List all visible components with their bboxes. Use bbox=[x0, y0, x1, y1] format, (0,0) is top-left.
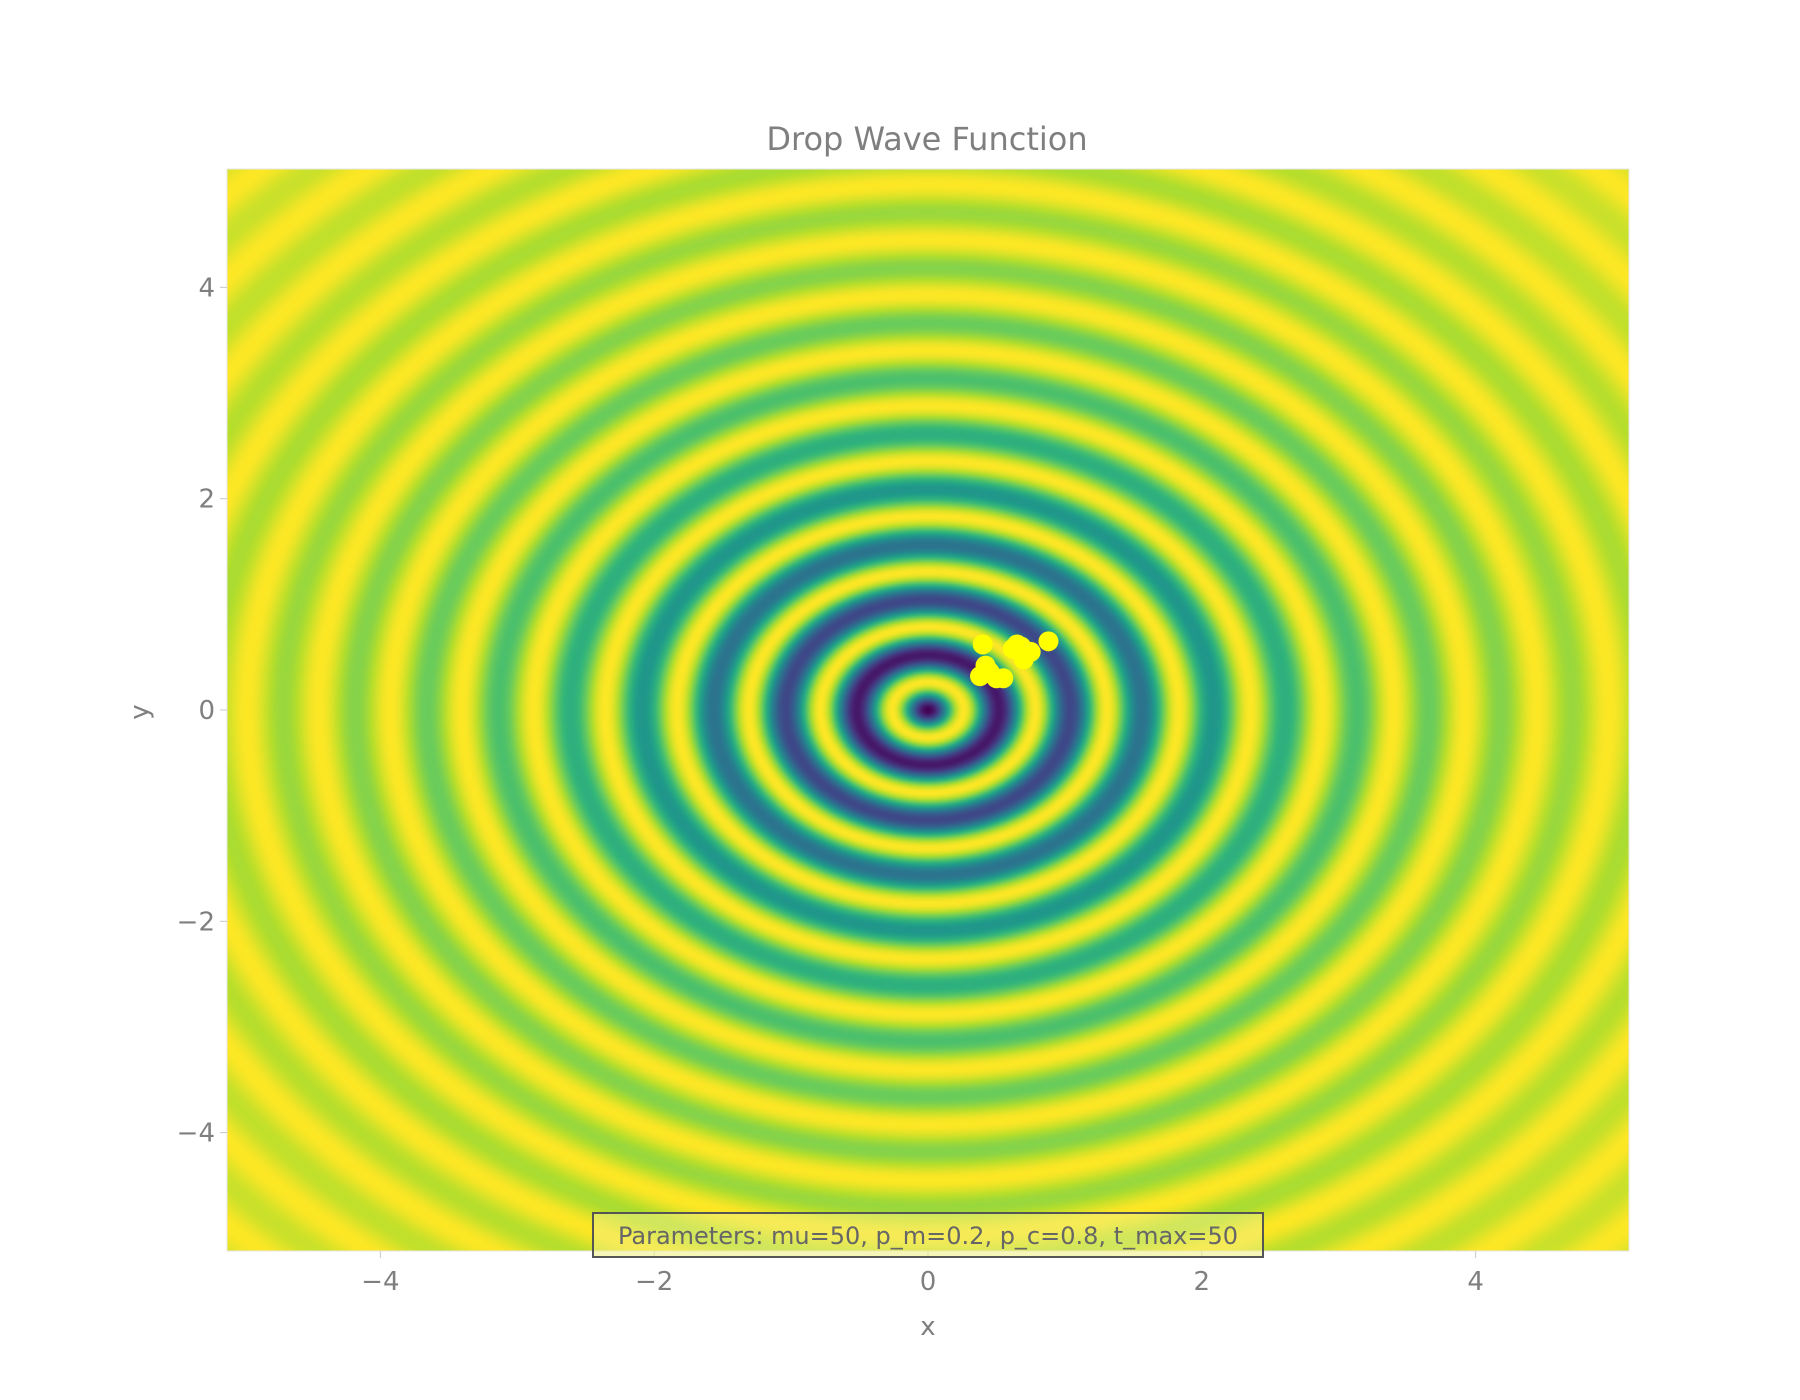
parameters-text: Parameters: mu=50, p_m=0.2, p_c=0.8, t_m… bbox=[618, 1222, 1238, 1250]
heatmap bbox=[227, 169, 1629, 1251]
y-tick-label: −2 bbox=[177, 907, 215, 937]
x-tick-label: −2 bbox=[635, 1267, 673, 1297]
scatter-point bbox=[972, 634, 993, 655]
y-tick-label: 4 bbox=[198, 273, 215, 303]
x-axis-label: x bbox=[920, 1312, 935, 1342]
scatter-points bbox=[970, 631, 1059, 689]
x-tick-label: 0 bbox=[920, 1267, 937, 1297]
y-tick-label: 2 bbox=[198, 485, 215, 515]
scatter-point bbox=[993, 668, 1014, 689]
scatter-point bbox=[1038, 631, 1059, 652]
y-axis-label: y bbox=[125, 704, 155, 719]
y-tick-label: 0 bbox=[198, 696, 215, 726]
chart-title: Drop Wave Function bbox=[766, 120, 1087, 158]
scatter-point bbox=[975, 655, 996, 676]
y-tick-label: −4 bbox=[177, 1119, 215, 1149]
scatter-point bbox=[1011, 636, 1032, 657]
y-axis-ticks: −4 −2 0 2 4 bbox=[177, 273, 227, 1149]
parameters-annotation: Parameters: mu=50, p_m=0.2, p_c=0.8, t_m… bbox=[592, 1212, 1264, 1258]
x-tick-label: 2 bbox=[1194, 1267, 1211, 1297]
x-tick-label: −4 bbox=[361, 1267, 399, 1297]
x-tick-label: 4 bbox=[1467, 1267, 1484, 1297]
